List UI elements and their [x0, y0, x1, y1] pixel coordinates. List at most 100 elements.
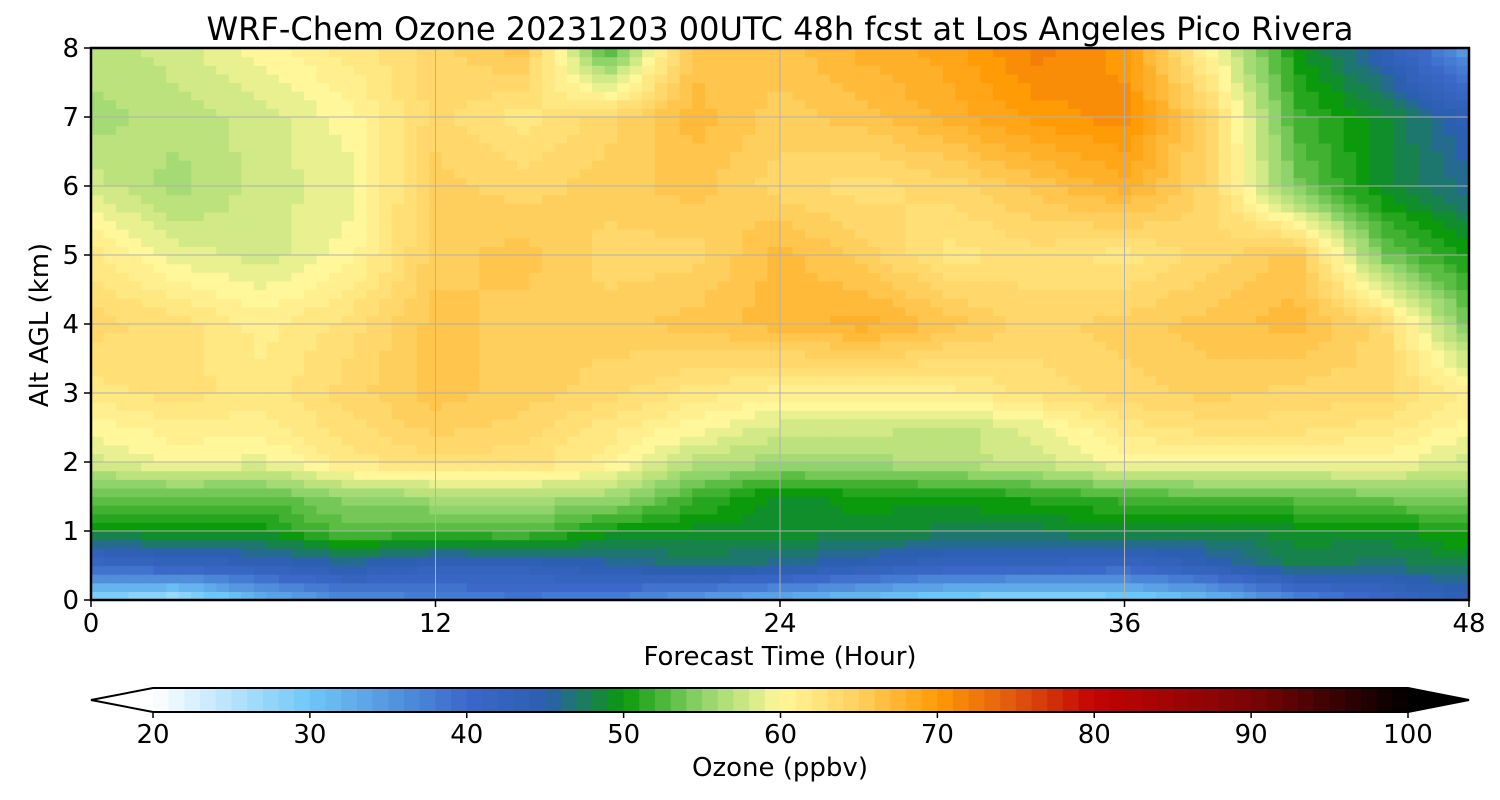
heat-cell: [1155, 401, 1169, 411]
heat-cell: [1080, 280, 1094, 291]
heat-cell: [1456, 479, 1469, 489]
heat-cell: [1230, 522, 1245, 532]
heat-cell: [629, 479, 643, 489]
heat-cell: [642, 565, 656, 575]
heat-cell: [1043, 427, 1057, 437]
heat-cell: [992, 220, 1007, 230]
heat-cell: [491, 237, 505, 247]
heat-cell: [617, 556, 631, 567]
heat-cell: [1343, 289, 1357, 299]
heat-cell: [892, 410, 906, 420]
heat-cell: [103, 255, 117, 265]
heat-cell: [203, 272, 217, 282]
heat-cell: [1418, 315, 1433, 325]
heat-cell: [1030, 255, 1044, 265]
heat-cell: [1230, 298, 1245, 308]
heat-cell: [166, 289, 180, 299]
heat-cell: [842, 427, 856, 437]
heat-cell: [128, 453, 142, 463]
heat-cell: [742, 384, 756, 394]
heat-cell: [1080, 531, 1094, 541]
heat-cell: [1230, 427, 1245, 437]
heat-cell: [717, 479, 731, 489]
heat-cell: [291, 513, 305, 523]
heat-cell: [416, 462, 430, 472]
heat-cell: [1180, 289, 1194, 299]
heat-cell: [717, 539, 731, 549]
heat-cell: [228, 341, 242, 351]
heat-cell: [1406, 436, 1420, 446]
heat-cell: [1243, 556, 1257, 567]
heat-cell: [567, 582, 581, 592]
heat-cell: [379, 418, 393, 429]
heat-cell: [1193, 220, 1207, 230]
heat-cell: [116, 272, 130, 282]
heat-cell: [216, 418, 230, 429]
heat-cell: [917, 505, 931, 515]
heat-cell: [1180, 263, 1194, 273]
heat-cell: [178, 324, 192, 334]
heat-cell: [529, 505, 543, 515]
heat-cell: [303, 220, 318, 230]
heat-cell: [291, 306, 305, 316]
heat-cell: [805, 436, 819, 446]
heat-cell: [592, 531, 606, 541]
heat-cell: [1268, 556, 1282, 567]
heat-cell: [1443, 263, 1458, 273]
heat-cell: [604, 349, 618, 360]
heat-cell: [1331, 367, 1345, 377]
heat-cell: [1331, 522, 1345, 532]
heat-cell: [178, 453, 192, 463]
heat-cell: [266, 341, 280, 351]
heat-cell: [228, 315, 242, 325]
heat-cell: [805, 306, 819, 316]
heat-cell: [454, 418, 468, 429]
heat-cell: [554, 289, 568, 299]
heat-cell: [1268, 324, 1282, 334]
heat-cell: [1005, 375, 1019, 385]
heat-cell: [867, 436, 881, 446]
heat-cell: [1431, 574, 1445, 584]
heat-cell: [1030, 220, 1044, 230]
heat-cell: [1093, 505, 1107, 515]
heat-cell: [1030, 280, 1044, 291]
heat-cell: [1168, 565, 1182, 575]
heat-cell: [867, 591, 881, 600]
heat-cell: [780, 306, 794, 316]
heat-cell: [416, 306, 430, 316]
heat-cell: [1331, 513, 1345, 523]
heat-cell: [780, 410, 794, 420]
heat-cell: [1418, 211, 1433, 222]
heat-cell: [329, 332, 343, 342]
heat-cell: [1193, 358, 1207, 368]
heat-cell: [704, 531, 718, 541]
heat-cell: [629, 401, 643, 411]
heat-cell: [1230, 229, 1245, 239]
heat-cell: [1093, 298, 1107, 308]
heat-cell: [667, 349, 681, 360]
heat-cell: [792, 237, 806, 247]
heat-cell: [955, 332, 969, 342]
heat-cell: [1243, 539, 1257, 549]
heat-cell: [291, 539, 305, 549]
heat-cell: [1256, 427, 1270, 437]
heat-cell: [642, 418, 656, 429]
heat-cell: [466, 513, 480, 523]
heat-cell: [767, 591, 781, 600]
heat-cell: [830, 401, 844, 411]
heat-cell: [717, 470, 731, 480]
heat-cell: [654, 324, 668, 334]
heat-cell: [717, 531, 731, 541]
heat-cell: [1030, 263, 1044, 273]
heat-cell: [1381, 565, 1395, 575]
heat-cell: [128, 487, 142, 498]
heat-cell: [780, 444, 794, 454]
heat-cell: [692, 229, 706, 239]
heat-cell: [416, 384, 430, 394]
heat-cell: [1331, 393, 1345, 403]
heat-cell: [729, 496, 744, 506]
heat-cell: [203, 582, 217, 592]
heat-cell: [454, 444, 468, 454]
heat-cell: [241, 453, 255, 463]
heat-cell: [1418, 263, 1433, 273]
